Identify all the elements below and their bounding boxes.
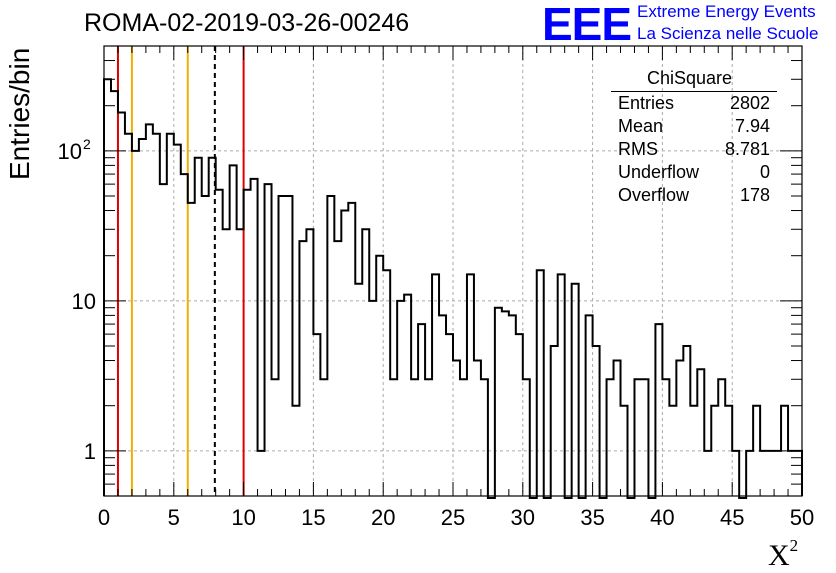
stat-value-mean: 7.94 [734,116,770,136]
stat-label-overflow: Overflow [618,185,690,205]
eee-logo: EEE [542,0,632,50]
stat-value-entries: 2802 [729,93,770,113]
y-tick-label: 1 [84,439,96,464]
stat-label-rms: RMS [618,139,658,159]
x-tick-label: 5 [168,505,180,530]
x-tick-label: 10 [231,505,255,530]
chart-title: ROMA-02-2019-03-26-00246 [84,9,410,37]
stats-divider [611,91,777,92]
stat-label-mean: Mean [618,116,664,136]
stat-value-underflow: 0 [759,162,770,182]
x-tick-label: 30 [511,505,535,530]
x-axis-label-base: X [768,539,790,572]
x-axis-label-sup: 2 [789,536,799,555]
x-tick-label: 45 [720,505,744,530]
logo-caption-line2: La Scienza nelle Scuole [637,24,819,43]
x-tick-label: 20 [371,505,395,530]
stat-value-rms: 8.781 [724,139,770,159]
x-tick-label: 0 [98,505,110,530]
x-tick-label: 40 [650,505,674,530]
x-tick-label: 25 [441,505,465,530]
x-axis-label: X2 [768,536,798,573]
logo-caption-line1: Extreme Energy Events [637,2,816,21]
x-tick-label: 50 [790,505,814,530]
y-axis-label: Entries/bin [4,47,35,180]
x-tick-label: 15 [301,505,325,530]
stat-value-overflow: 178 [739,185,770,205]
stats-title: ChiSquare [647,68,733,88]
y-tick-label: 10 [58,139,82,164]
histogram-line [103,78,803,499]
x-tick-label: 35 [580,505,604,530]
y-tick-label-sup: 2 [83,136,91,152]
y-tick-label: 10 [72,289,96,314]
stat-label-entries: Entries [618,93,675,113]
stat-label-underflow: Underflow [618,162,700,182]
